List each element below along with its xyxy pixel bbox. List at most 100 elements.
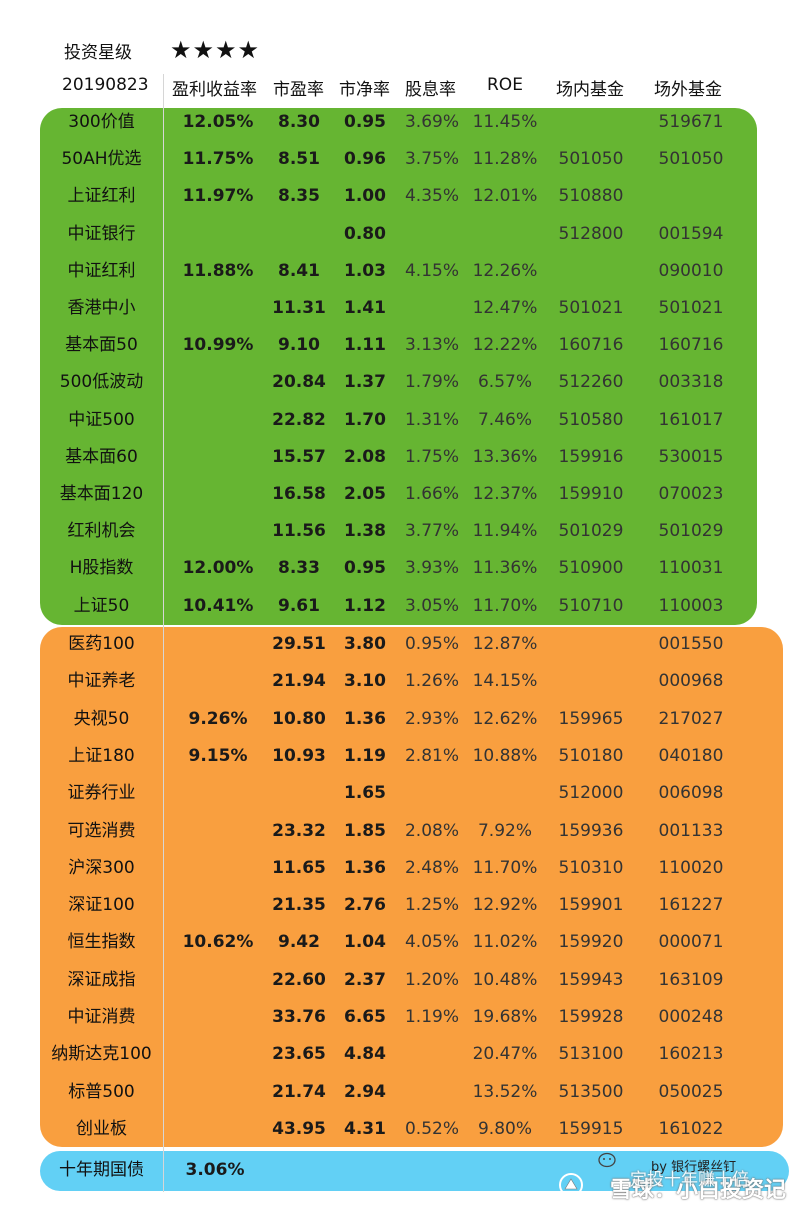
index-name: 中证银行 (67, 223, 136, 244)
otc-fund-code: 530015 (658, 446, 724, 467)
pe-ratio: 15.57 (272, 446, 326, 467)
earnings-yield: 10.99% (182, 335, 254, 356)
dividend-yield: 3.77% (404, 521, 459, 542)
pb-ratio: 3.10 (344, 671, 386, 692)
index-name: 标普500 (68, 1081, 135, 1102)
exchange-fund-code: 159916 (558, 446, 624, 467)
orange-row: 中证养老 21.94 3.10 1.26% 14.15% 000968 (0, 663, 800, 700)
index-name: 香港中小 (67, 298, 136, 318)
col-header-dividend: 股息率 (405, 80, 456, 100)
roe-value: 12.01% (472, 186, 538, 207)
pe-ratio: 23.32 (272, 820, 326, 841)
exchange-fund-code: 512000 (558, 783, 624, 804)
bond-block (40, 1151, 789, 1191)
otc-fund-code: 110031 (658, 558, 724, 579)
dividend-yield: 4.05% (404, 932, 459, 953)
pb-ratio: 1.37 (344, 372, 386, 393)
dividend-yield: 2.08% (404, 820, 459, 841)
index-name: 创业板 (76, 1118, 127, 1139)
earnings-yield: 10.41% (182, 595, 254, 616)
exchange-fund-code: 159920 (558, 932, 624, 953)
col-header-otc-fund: 场外基金 (654, 80, 722, 100)
pe-ratio: 9.61 (278, 595, 320, 616)
earnings-yield: 11.88% (182, 260, 254, 281)
pe-ratio: 11.65 (272, 857, 326, 878)
roe-value: 11.45% (472, 112, 538, 132)
orange-row: 可选消费 23.32 1.85 2.08% 7.92% 159936 001133 (0, 813, 800, 850)
otc-fund-code: 000071 (658, 932, 724, 953)
pb-ratio: 1.11 (344, 335, 386, 356)
otc-fund-code: 161022 (658, 1118, 724, 1139)
roe-value: 12.22% (472, 335, 538, 356)
orange-row: 沪深300 11.65 1.36 2.48% 11.70% 510310 110020 (0, 850, 800, 887)
pb-ratio: 1.36 (344, 708, 386, 729)
pe-ratio: 8.33 (278, 558, 320, 579)
roe-value: 7.92% (477, 820, 532, 841)
watermark-overlay: 定投十年赚十倍 (630, 1170, 749, 1190)
bond-row: 十年期国债 3.06% (0, 1152, 800, 1189)
roe-value: 6.57% (477, 372, 532, 393)
pb-ratio: 0.80 (344, 223, 386, 244)
roe-value: 12.37% (472, 484, 538, 504)
orange-row: 创业板 43.95 4.31 0.52% 9.80% 159915 161022 (0, 1111, 800, 1148)
green-row: H股指数 12.00% 8.33 0.95 3.93% 11.36% 510900 11003… (0, 550, 800, 587)
index-name: 纳斯达克100 (51, 1044, 152, 1065)
pb-ratio: 1.19 (344, 745, 386, 766)
pb-ratio: 0.95 (344, 558, 386, 579)
index-name: 证券行业 (67, 783, 136, 804)
otc-fund-code: 160213 (658, 1044, 724, 1065)
pe-ratio: 22.60 (272, 969, 326, 990)
earnings-yield: 10.62% (182, 932, 254, 953)
dividend-yield: 3.05% (404, 595, 459, 616)
green-row: 50AH优选 11.75% 8.51 0.96 3.75% 11.28% 501050 501… (0, 141, 800, 178)
dividend-yield: 1.19% (404, 1007, 459, 1027)
index-name: 300价值 (68, 112, 135, 132)
pb-ratio: 1.41 (344, 298, 386, 318)
green-row: 500低波动 20.84 1.37 1.79% 6.57% 512260 003318 (0, 364, 800, 401)
green-row: 300价值 12.05% 8.30 0.95 3.69% 11.45% 519671 (0, 104, 800, 141)
pe-ratio: 8.35 (278, 186, 320, 207)
index-name: 可选消费 (67, 820, 136, 841)
pb-ratio: 1.04 (344, 932, 386, 953)
roe-value: 11.70% (472, 595, 538, 616)
rating-label: 投资星级 (64, 43, 132, 63)
index-name: 50AH优选 (61, 149, 142, 170)
roe-value: 19.68% (472, 1007, 538, 1027)
pe-ratio: 43.95 (272, 1118, 326, 1139)
green-row: 中证500 22.82 1.70 1.31% 7.46% 510580 161017 (0, 402, 800, 439)
roe-value: 12.87% (472, 634, 538, 654)
pb-ratio: 4.31 (344, 1118, 386, 1139)
orange-row: 上证180 9.15% 10.93 1.19 2.81% 10.88% 510180 0401… (0, 738, 800, 775)
dividend-yield: 3.93% (404, 558, 459, 579)
pe-ratio: 11.31 (272, 298, 326, 318)
green-row: 红利机会 11.56 1.38 3.77% 11.94% 501029 501029 (0, 513, 800, 550)
index-name: 上证180 (68, 745, 135, 766)
otc-fund-code: 090010 (658, 260, 724, 281)
name-column-divider (163, 74, 164, 1192)
roe-value: 11.36% (472, 558, 538, 579)
exchange-fund-code: 159936 (558, 820, 624, 841)
exchange-fund-code: 159928 (558, 1007, 624, 1027)
dividend-yield: 1.26% (404, 671, 459, 692)
otc-fund-code: 050025 (658, 1081, 724, 1102)
earnings-yield: 12.00% (182, 558, 254, 579)
pb-ratio: 2.94 (344, 1081, 386, 1102)
pe-ratio: 33.76 (272, 1007, 326, 1027)
roe-value: 11.70% (472, 857, 538, 878)
dividend-yield: 1.75% (404, 446, 459, 467)
green-row: 香港中小 11.31 1.41 12.47% 501021 501021 (0, 290, 800, 327)
bond-yield: 3.06% (185, 1160, 245, 1180)
pb-ratio: 1.03 (344, 260, 386, 281)
pb-ratio: 1.36 (344, 857, 386, 878)
pb-ratio: 1.70 (344, 409, 386, 430)
exchange-fund-code: 159915 (558, 1118, 624, 1139)
pe-ratio: 21.94 (272, 671, 326, 692)
otc-fund-code: 000248 (658, 1007, 724, 1027)
exchange-fund-code: 512260 (558, 372, 624, 393)
snowball-logo-icon (559, 1173, 583, 1197)
index-name: 深证成指 (67, 969, 136, 990)
index-name: 中证红利 (67, 260, 136, 281)
dividend-yield: 3.13% (404, 335, 459, 356)
exchange-fund-code: 159965 (558, 708, 624, 729)
index-name: 中证养老 (67, 671, 136, 692)
